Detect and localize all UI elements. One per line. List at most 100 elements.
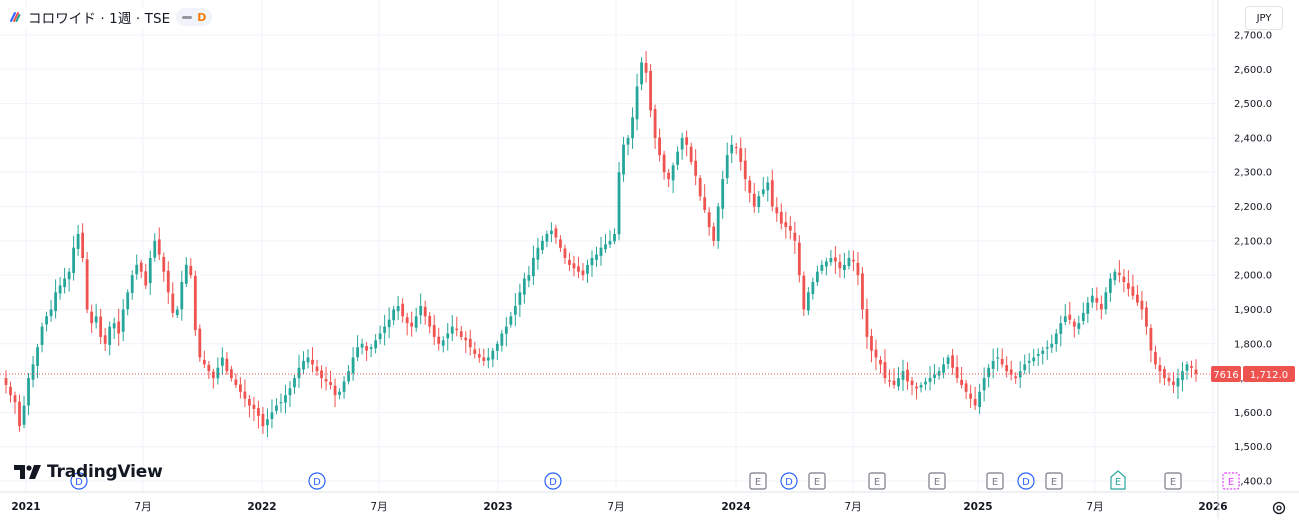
candle-body[interactable]	[455, 328, 459, 331]
candle-body[interactable]	[811, 282, 815, 294]
candle-body[interactable]	[1117, 272, 1121, 276]
candle-body[interactable]	[910, 380, 914, 385]
candle-body[interactable]	[121, 309, 125, 332]
candle-body[interactable]	[243, 391, 247, 399]
candle-body[interactable]	[288, 388, 292, 396]
candle-body[interactable]	[635, 86, 639, 120]
candle-body[interactable]	[1005, 365, 1009, 372]
candle-body[interactable]	[1113, 271, 1117, 281]
candle-body[interactable]	[63, 278, 66, 288]
candle-body[interactable]	[802, 275, 806, 310]
candle-body[interactable]	[838, 261, 842, 269]
candle-body[interactable]	[459, 331, 463, 337]
candle-body[interactable]	[207, 364, 211, 372]
candle-body[interactable]	[414, 316, 418, 328]
candle-body[interactable]	[184, 264, 188, 284]
candle-body[interactable]	[852, 259, 855, 262]
candle-body[interactable]	[640, 62, 643, 85]
candle-body[interactable]	[608, 240, 612, 245]
candle-body[interactable]	[112, 323, 116, 329]
settings-gear-icon[interactable]	[1271, 500, 1287, 516]
candle-body[interactable]	[1045, 347, 1049, 349]
candle-body[interactable]	[1136, 294, 1139, 303]
candle-body[interactable]	[211, 371, 215, 379]
candle-body[interactable]	[324, 379, 328, 382]
candle-body[interactable]	[54, 292, 57, 312]
candle-body[interactable]	[874, 349, 878, 358]
interval-pill[interactable]: D	[176, 8, 213, 26]
candle-body[interactable]	[198, 328, 202, 358]
candle-body[interactable]	[1181, 371, 1184, 381]
candle-body[interactable]	[130, 275, 134, 293]
candle-body[interactable]	[166, 270, 170, 293]
candle-body[interactable]	[45, 316, 48, 325]
candle-body[interactable]	[1041, 350, 1045, 354]
candle-body[interactable]	[761, 189, 765, 195]
candle-body[interactable]	[937, 371, 941, 376]
candle-body[interactable]	[22, 405, 26, 425]
candle-body[interactable]	[126, 292, 130, 310]
candle-body[interactable]	[171, 293, 175, 313]
candle-body[interactable]	[1023, 364, 1027, 371]
candle-body[interactable]	[1104, 292, 1108, 310]
earnings-marker[interactable]	[1222, 472, 1240, 490]
candle-body[interactable]	[81, 232, 85, 258]
candle-body[interactable]	[1009, 369, 1013, 375]
candle-body[interactable]	[1126, 283, 1130, 289]
earnings-marker[interactable]	[749, 472, 767, 490]
candle-body[interactable]	[500, 333, 504, 346]
candle-body[interactable]	[405, 317, 409, 324]
candle-body[interactable]	[266, 419, 269, 426]
candle-body[interactable]	[978, 391, 982, 408]
candle-body[interactable]	[180, 282, 184, 310]
candle-body[interactable]	[775, 207, 779, 214]
candle-body[interactable]	[766, 182, 770, 191]
candle-body[interactable]	[18, 401, 21, 427]
candle-body[interactable]	[99, 316, 103, 337]
candle-body[interactable]	[329, 382, 332, 385]
candle-body[interactable]	[797, 242, 801, 276]
candle-body[interactable]	[1027, 360, 1031, 363]
candle-body[interactable]	[1122, 276, 1126, 283]
candle-body[interactable]	[193, 275, 197, 331]
candle-body[interactable]	[293, 378, 296, 388]
candle-body[interactable]	[257, 408, 260, 416]
candle-body[interactable]	[94, 316, 98, 323]
candle-body[interactable]	[369, 347, 373, 349]
earnings-marker[interactable]	[986, 472, 1004, 490]
candle-body[interactable]	[649, 70, 652, 111]
candle-body[interactable]	[550, 230, 553, 235]
candle-body[interactable]	[410, 322, 414, 327]
candle-body[interactable]	[865, 309, 869, 337]
candle-body[interactable]	[446, 333, 450, 339]
candle-body[interactable]	[996, 357, 1000, 359]
candle-body[interactable]	[306, 357, 310, 363]
candle-body[interactable]	[815, 271, 819, 283]
candle-body[interactable]	[933, 374, 936, 379]
candle-body[interactable]	[333, 385, 337, 396]
candle-body[interactable]	[392, 309, 396, 321]
candle-body[interactable]	[698, 178, 702, 197]
candle-body[interactable]	[27, 378, 30, 406]
candle-body[interactable]	[964, 383, 968, 392]
candle-body[interactable]	[680, 137, 684, 150]
candle-body[interactable]	[509, 316, 513, 325]
candle-body[interactable]	[144, 271, 148, 286]
candle-body[interactable]	[541, 240, 544, 251]
candle-body[interactable]	[770, 180, 774, 207]
candle-body[interactable]	[1050, 343, 1054, 348]
candle-body[interactable]	[477, 354, 481, 358]
candle-body[interactable]	[522, 278, 526, 295]
symbol-title[interactable]: コロワイド · 1週 · TSE	[28, 11, 171, 27]
candle-body[interactable]	[491, 350, 495, 360]
candle-body[interactable]	[897, 378, 900, 387]
candle-body[interactable]	[779, 211, 783, 224]
candle-body[interactable]	[955, 367, 959, 379]
candle-body[interactable]	[374, 340, 378, 349]
candle-body[interactable]	[1036, 354, 1040, 356]
candle-body[interactable]	[1086, 302, 1090, 314]
candle-body[interactable]	[1095, 297, 1099, 303]
candle-body[interactable]	[581, 270, 585, 276]
candle-body[interactable]	[568, 259, 571, 265]
